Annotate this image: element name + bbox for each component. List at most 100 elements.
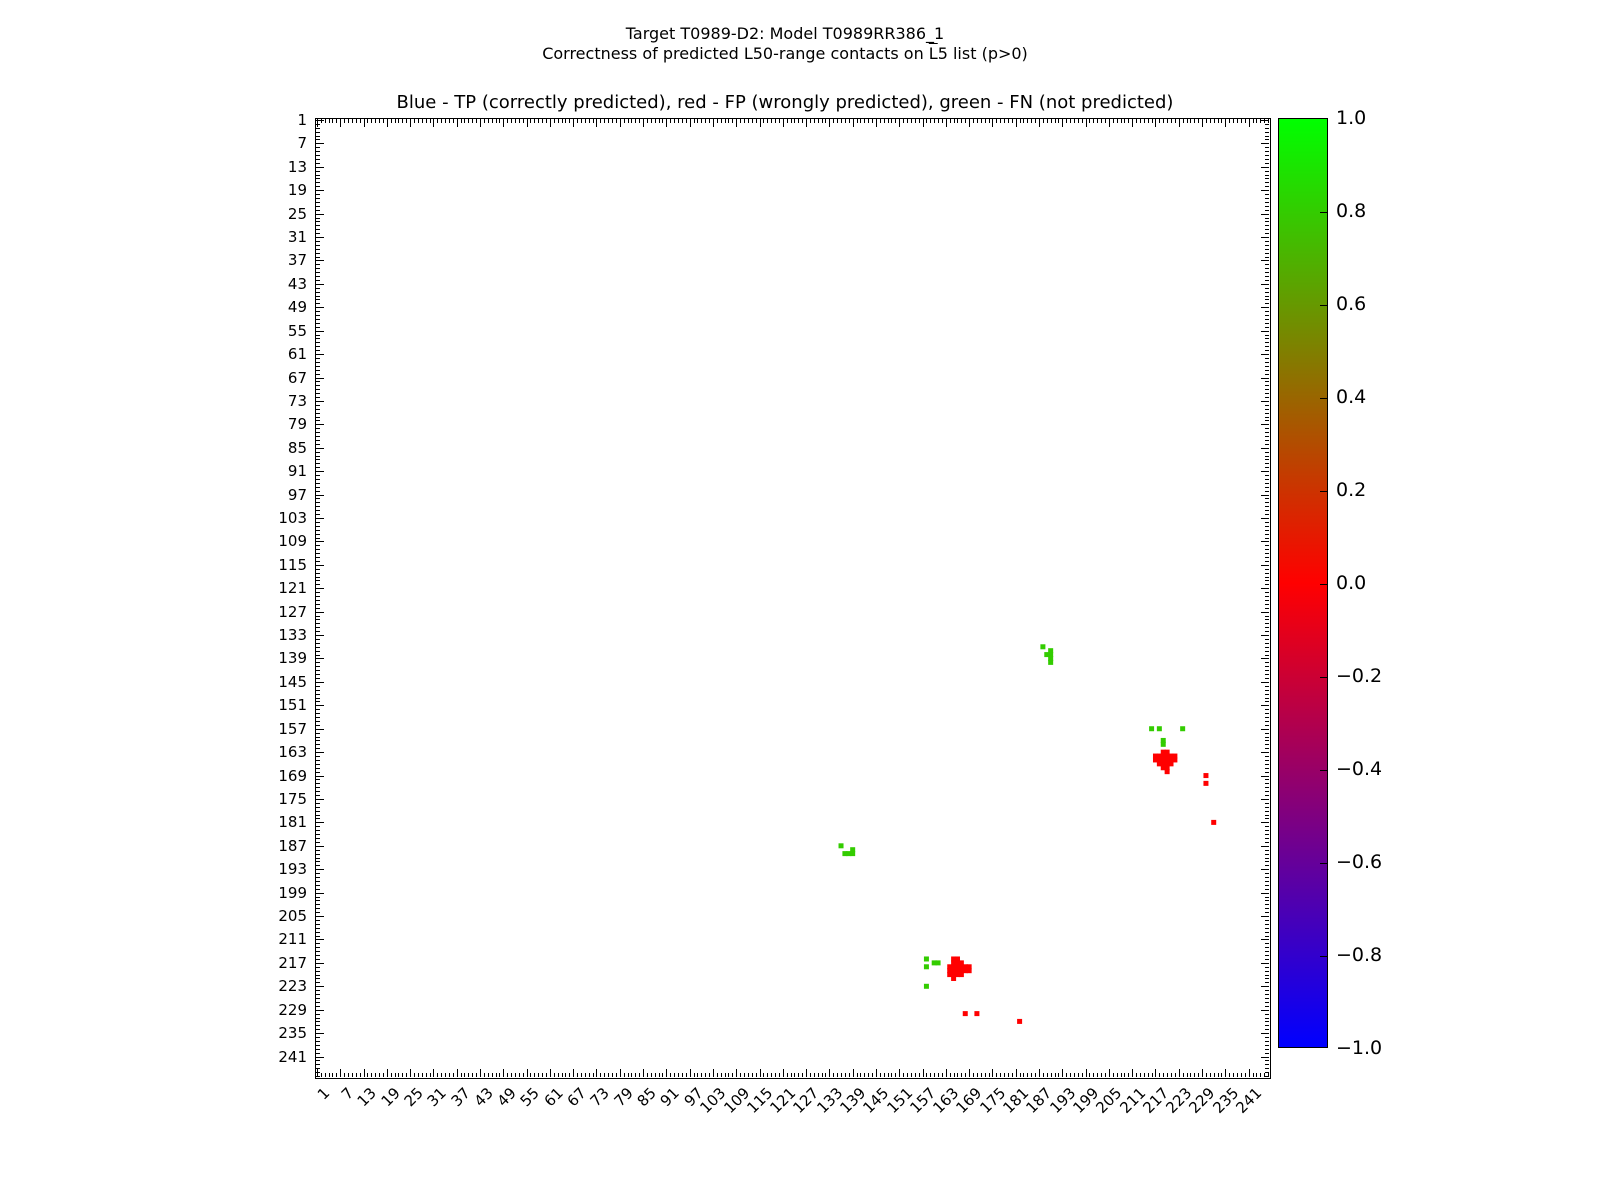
fp-point xyxy=(954,968,960,974)
y-tick-label: 43 xyxy=(287,274,307,293)
axes-title: Blue - TP (correctly predicted), red - F… xyxy=(0,92,1570,113)
y-tick-label: 49 xyxy=(287,298,307,317)
fp-point xyxy=(947,964,953,970)
fp-point xyxy=(1160,765,1166,771)
y-tick-label: 127 xyxy=(278,602,307,621)
fp-point xyxy=(1164,753,1170,759)
fn-point xyxy=(923,983,929,989)
fp-point xyxy=(954,964,960,970)
fn-point xyxy=(1048,652,1054,658)
colorbar-tick-label: −0.2 xyxy=(1336,665,1383,687)
y-tick-label: 139 xyxy=(278,649,307,668)
y-tick-label: 241 xyxy=(278,1047,307,1066)
fp-point xyxy=(1156,761,1162,767)
y-tick-label: 211 xyxy=(278,930,307,949)
colorbar-tick-label: 0.2 xyxy=(1336,479,1367,501)
y-tick-label: 85 xyxy=(287,438,307,457)
y-tick-label: 7 xyxy=(297,134,307,153)
y-tick-label: 205 xyxy=(278,907,307,926)
y-tick-label: 121 xyxy=(278,579,307,598)
colorbar-tick-mark xyxy=(1320,677,1327,678)
fn-point xyxy=(1160,741,1166,747)
fp-point xyxy=(1172,753,1178,759)
y-tick-label: 175 xyxy=(278,789,307,808)
subtitle-overlined-L: L xyxy=(928,44,938,63)
y-tick-label: 163 xyxy=(278,743,307,762)
fp-point xyxy=(958,964,964,970)
fp-point xyxy=(951,968,957,974)
y-tick-label: 169 xyxy=(278,766,307,785)
fn-point xyxy=(923,964,929,970)
y-tick-label: 109 xyxy=(278,532,307,551)
fn-point xyxy=(1048,659,1054,665)
fp-point xyxy=(951,964,957,970)
colorbar-tick-label: −1.0 xyxy=(1336,1037,1383,1059)
fn-point xyxy=(842,851,848,857)
fn-point xyxy=(931,960,937,966)
y-tick-label: 217 xyxy=(278,953,307,972)
colorbar-tick-label: −0.8 xyxy=(1336,944,1383,966)
fn-point xyxy=(846,851,852,857)
colorbar-tick-mark xyxy=(1320,212,1327,213)
subtitle-suffix: 5 list (p>0) xyxy=(937,44,1028,63)
fp-point xyxy=(1168,761,1174,767)
y-tick-label: 37 xyxy=(287,251,307,270)
colorbar-tick-mark xyxy=(1320,863,1327,864)
fp-point xyxy=(958,960,964,966)
fn-point xyxy=(923,956,929,962)
fp-point xyxy=(1164,765,1170,771)
fp-point xyxy=(951,960,957,966)
fp-point xyxy=(1211,819,1217,825)
fn-point xyxy=(1048,648,1054,654)
fp-point xyxy=(1168,753,1174,759)
fp-point xyxy=(1164,749,1170,755)
fp-point xyxy=(1017,1018,1023,1024)
fp-point xyxy=(1203,773,1209,779)
figure-title: Target T0989-D2: Model T0989RR386_1 xyxy=(0,24,1570,44)
y-tick-label: 199 xyxy=(278,883,307,902)
colorbar xyxy=(1278,118,1328,1048)
fp-point xyxy=(951,956,957,962)
colorbar-tick-mark xyxy=(1320,491,1327,492)
y-tick-label: 31 xyxy=(287,228,307,247)
fp-point xyxy=(1164,757,1170,763)
y-tick-label: 79 xyxy=(287,415,307,434)
y-tick-label: 151 xyxy=(278,696,307,715)
fp-point xyxy=(1160,761,1166,767)
fp-point xyxy=(1160,749,1166,755)
y-tick-label: 235 xyxy=(278,1024,307,1043)
y-tick-label: 223 xyxy=(278,977,307,996)
fn-point xyxy=(1156,726,1162,732)
axes-title-text: Blue - TP (correctly predicted), red - F… xyxy=(396,92,1174,113)
fp-point xyxy=(966,964,972,970)
fn-point xyxy=(1160,737,1166,743)
fn-point xyxy=(1149,726,1155,732)
fn-point xyxy=(850,851,856,857)
fp-point xyxy=(1156,753,1162,759)
colorbar-tick-mark xyxy=(1320,770,1327,771)
fp-point xyxy=(962,968,968,974)
y-tick-label: 13 xyxy=(287,157,307,176)
fp-point xyxy=(974,1011,980,1017)
fn-point xyxy=(850,847,856,853)
fp-point xyxy=(1168,757,1174,763)
fn-point xyxy=(1044,652,1050,658)
y-tick-label: 181 xyxy=(278,813,307,832)
fp-point xyxy=(951,972,957,978)
y-tick-label: 61 xyxy=(287,345,307,364)
fp-point xyxy=(954,960,960,966)
fn-point xyxy=(1180,726,1186,732)
fn-point xyxy=(935,960,941,966)
colorbar-tick-label: −0.6 xyxy=(1336,851,1383,873)
fp-point xyxy=(1152,753,1158,759)
fp-point xyxy=(947,972,953,978)
fp-point xyxy=(1156,757,1162,763)
fn-point xyxy=(1040,644,1046,650)
fp-point xyxy=(951,975,957,981)
fp-point xyxy=(962,964,968,970)
y-tick-label: 55 xyxy=(287,321,307,340)
y-tick-label: 91 xyxy=(287,462,307,481)
fp-point xyxy=(966,968,972,974)
y-tick-label: 133 xyxy=(278,626,307,645)
